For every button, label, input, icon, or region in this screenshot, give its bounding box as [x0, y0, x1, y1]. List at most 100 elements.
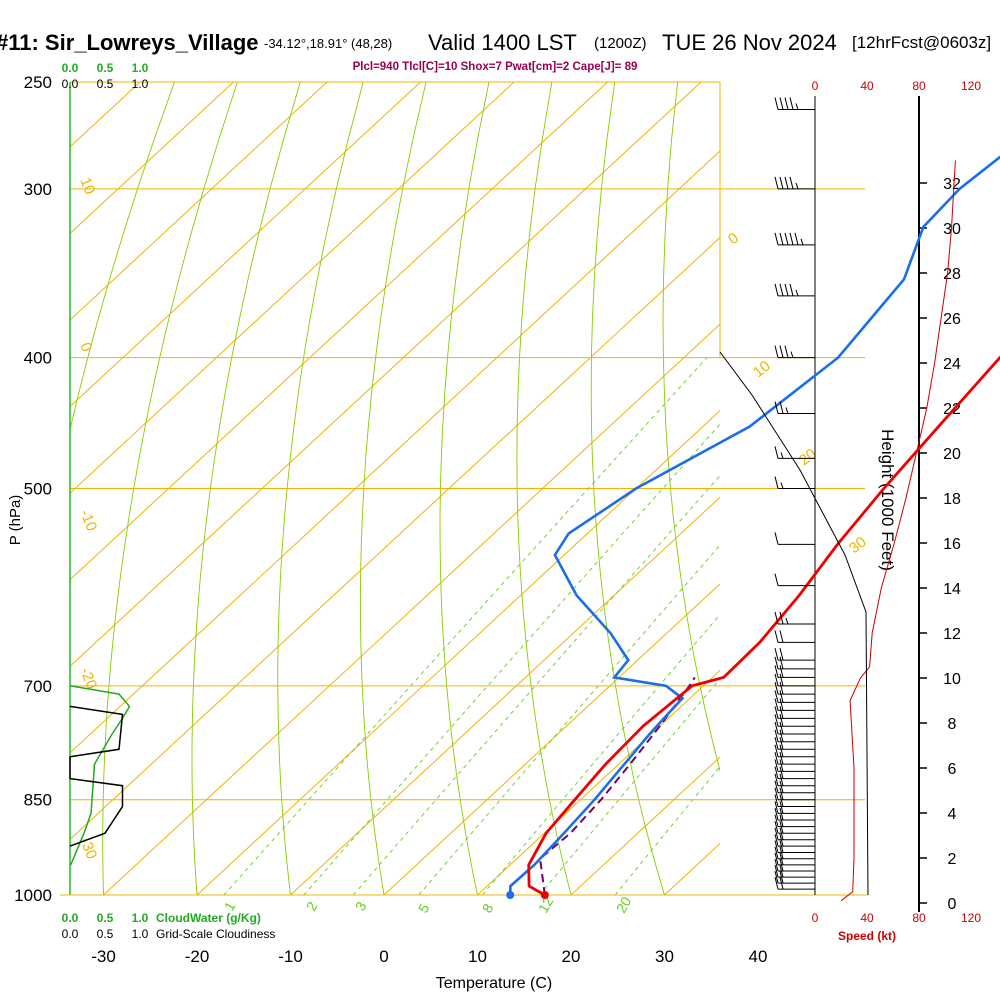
height-tick-label: 10 — [943, 671, 961, 688]
wind-barb — [774, 871, 815, 884]
wind-barb-full — [774, 283, 779, 296]
cloudiness-tick-bottom: 0.0 — [62, 927, 79, 941]
dry-adiabat-line — [70, 82, 175, 432]
speed-tick-top: 80 — [912, 79, 926, 93]
wind-barb — [774, 673, 815, 687]
wind-barb-full — [779, 665, 784, 678]
speed-tick-top: 0 — [812, 79, 819, 93]
wind-barb-full — [779, 807, 784, 821]
wind-barb-full — [779, 673, 784, 686]
height-tick-label: 20 — [943, 446, 961, 463]
wind-barb-full — [774, 787, 779, 800]
mixing-ratio-line — [303, 423, 720, 895]
wind-barb-full — [774, 630, 779, 643]
mixing-ratio-line — [223, 357, 708, 895]
wind-barb — [774, 858, 815, 872]
isotherm-label: -20 — [76, 665, 100, 691]
height-tick-label: 14 — [943, 581, 961, 598]
wind-barb-full — [774, 682, 779, 695]
mixing-ratio-label: 3 — [352, 899, 370, 914]
wind-barb-half — [785, 407, 789, 414]
wind-barb-full — [774, 833, 779, 847]
dry-adiabat-line — [590, 82, 665, 895]
height-axis-title: Height (1000 Feet) — [878, 429, 897, 571]
temperature-tick-label: 30 — [655, 947, 674, 966]
wind-barb-full — [784, 345, 789, 358]
wind-barb-full — [779, 833, 784, 847]
wind-barb — [774, 446, 815, 459]
height-tick-label: 26 — [943, 311, 961, 328]
mixing-ratio-label: 20 — [613, 894, 635, 916]
speed-tick-top: 40 — [860, 79, 874, 93]
wind-barb-full — [779, 773, 784, 786]
mixing-ratio-line — [418, 544, 720, 895]
isotherm-line — [70, 82, 421, 408]
isotherm-label: 0 — [76, 340, 95, 354]
wind-barb-full — [779, 876, 784, 890]
wind-barb-full — [779, 840, 784, 853]
wind-barb — [774, 807, 815, 821]
wind-barb-full — [779, 794, 784, 807]
pressure-tick-label: 250 — [24, 73, 52, 92]
data-layer — [69, 97, 1000, 902]
wind-barb-full — [774, 852, 779, 866]
wind-barb — [774, 573, 815, 587]
wind-barb-half — [780, 482, 784, 489]
wind-barb-full — [774, 773, 779, 786]
wind-barb-full — [774, 821, 779, 834]
wind-barb — [774, 698, 815, 711]
height-tick-label: 6 — [948, 761, 957, 778]
wind-barb-full — [774, 665, 779, 678]
temperature-tick-label: 10 — [468, 947, 487, 966]
isotherm-label: -10 — [76, 507, 100, 533]
cloudiness-tick-top: 1.0 — [132, 77, 149, 91]
wind-barb — [774, 706, 815, 719]
wind-barb-half — [790, 351, 794, 358]
wind-barb — [774, 876, 815, 890]
wind-barb-full — [774, 846, 779, 859]
wind-barb-full — [779, 706, 784, 719]
wind-barb — [774, 766, 815, 780]
pressure-tick-label: 500 — [24, 480, 52, 499]
wind-barb — [774, 232, 815, 246]
title-date: TUE 26 Nov 2024 — [662, 30, 837, 55]
wind-barb-full — [779, 744, 784, 757]
wind-barb-half — [795, 182, 799, 190]
wind-barb-full — [774, 814, 779, 827]
pressure-tick-label: 700 — [24, 677, 52, 696]
wind-barb-full — [779, 737, 784, 750]
wind-barb-full — [779, 780, 784, 793]
cloud-water-tick-bottom: 0.5 — [97, 911, 114, 925]
height-tick-label: 28 — [943, 266, 961, 283]
wind-barb-full — [774, 673, 779, 686]
wind-barb-full — [779, 729, 784, 742]
wind-barb-full — [774, 794, 779, 807]
isotherm-label: 20 — [796, 445, 820, 469]
wind-barb — [774, 345, 815, 359]
wind-barb-full — [774, 752, 779, 765]
x-axis-title: Temperature (C) — [436, 975, 552, 992]
wind-barb — [774, 801, 815, 814]
wind-barb — [774, 611, 815, 625]
wind-barb-full — [774, 232, 779, 245]
height-tick-label: 0 — [948, 896, 957, 913]
wind-barb-full — [774, 648, 779, 661]
wind-barb-full — [774, 176, 779, 190]
wind-barb-full — [789, 176, 794, 190]
wind-barb-full — [774, 573, 779, 586]
wind-barb-full — [779, 714, 784, 727]
wind-barb — [774, 773, 815, 787]
wind-barb-full — [784, 232, 789, 245]
speed-tick-bottom: 80 — [912, 911, 926, 925]
mixing-ratio-label: 5 — [415, 901, 433, 916]
wind-barb — [774, 648, 815, 661]
dry-adiabat-line — [439, 82, 490, 895]
pressure-tick-label: 850 — [24, 791, 52, 810]
wind-barb-full — [779, 682, 784, 695]
wind-barb-full — [779, 852, 784, 866]
wind-barb-full — [774, 611, 779, 625]
wind-barb — [774, 744, 815, 758]
isotherm-label: 0 — [725, 230, 742, 249]
wind-barb — [774, 630, 815, 643]
